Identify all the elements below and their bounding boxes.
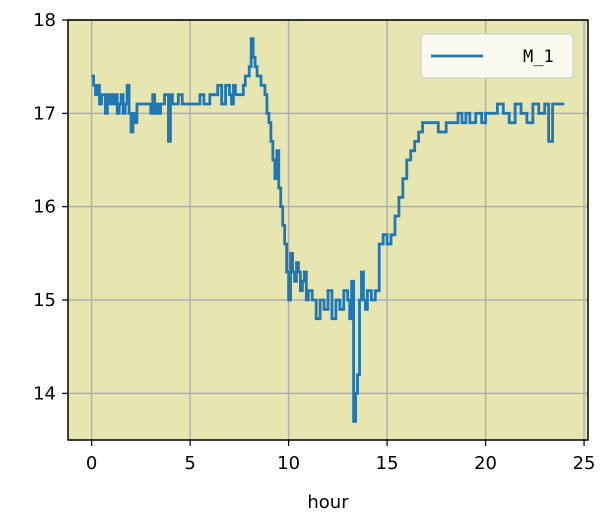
legend-label: M_1 [523,47,554,67]
x-tick-label: 25 [573,453,596,474]
series-line-M_1 [91,37,565,423]
x-tick-label: 15 [376,453,399,474]
y-tick-label: 14 [33,383,56,404]
plot-frame [67,19,589,441]
x-tick-label: 0 [86,453,97,474]
x-tick-label: 10 [277,453,300,474]
plot-area [68,20,588,440]
legend-box [420,33,574,79]
y-tick-label: 16 [33,197,56,218]
series-layer [91,37,565,423]
y-axis: 14 15 16 17 18 [33,10,68,404]
x-axis: 0 5 10 15 20 25 [86,440,596,474]
y-tick-label: 18 [33,10,56,31]
legend: M_1 [420,33,574,79]
y-tick-label: 17 [33,103,56,124]
x-tick-label: 20 [474,453,497,474]
x-tick-label: 5 [184,453,195,474]
x-axis-label: hour [307,492,349,513]
y-tick-label: 15 [33,290,56,311]
